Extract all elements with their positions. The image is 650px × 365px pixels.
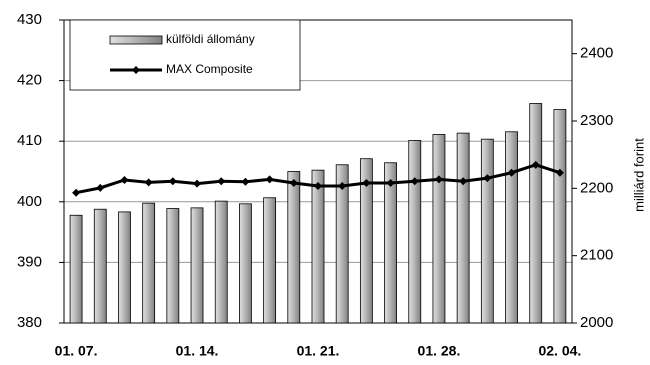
marker: [193, 179, 202, 188]
bar: [456, 132, 470, 324]
marker: [265, 175, 274, 184]
marker: [72, 188, 81, 197]
bar: [69, 214, 83, 324]
bar: [432, 134, 446, 324]
x-tick-label: 01. 07.: [55, 343, 98, 359]
y-tick-label: 390: [17, 253, 42, 270]
x-tick-label: 01. 28.: [418, 343, 461, 359]
bar: [287, 171, 301, 324]
bar: [335, 164, 349, 324]
marker: [120, 175, 129, 184]
y2-tick-label: 2000: [580, 314, 613, 331]
legend-marker: [132, 66, 140, 74]
legend-label: MAX Composite: [166, 62, 253, 76]
bar: [239, 203, 252, 324]
marker: [96, 183, 105, 192]
marker: [338, 182, 347, 191]
y2-tick-label: 2400: [580, 45, 613, 62]
bar: [93, 208, 107, 324]
marker: [483, 174, 492, 183]
legend-swatch: [109, 35, 163, 45]
bar: [480, 138, 494, 324]
marker: [362, 179, 371, 188]
bar: [384, 162, 397, 324]
marker: [410, 177, 419, 186]
bar: [408, 140, 422, 324]
marker: [531, 160, 540, 169]
marker: [434, 175, 443, 184]
marker: [314, 182, 322, 191]
bar: [553, 109, 567, 324]
marker: [217, 177, 226, 186]
bar: [359, 158, 373, 324]
marker: [241, 177, 250, 186]
legend: külföldi állomány MAX Composite: [69, 19, 301, 91]
y2-tick-label: 2300: [580, 112, 613, 129]
y-tick-label: 420: [17, 72, 42, 89]
x-tick-label: 01. 14.: [176, 343, 219, 359]
y2-tick-label: 2100: [580, 247, 613, 264]
bar: [311, 169, 325, 324]
y-tick-label: 430: [17, 11, 42, 28]
bar: [118, 211, 131, 324]
marker: [168, 177, 177, 186]
marker: [386, 179, 395, 188]
bar: [529, 103, 543, 324]
y2-tick-label: 2200: [580, 179, 613, 196]
legend-label: külföldi állomány: [166, 32, 255, 46]
y-tick-label: 410: [17, 132, 42, 149]
bar: [505, 131, 518, 324]
marker: [507, 168, 516, 177]
y-tick-label: 400: [17, 193, 42, 210]
bar: [263, 197, 277, 324]
bar: [190, 207, 204, 324]
bar: [166, 208, 180, 324]
legend-box: [69, 19, 301, 91]
x-tick-label: 01. 21.: [297, 343, 340, 359]
x-tick-label: 02. 04.: [538, 343, 581, 359]
marker: [144, 178, 153, 187]
y2-axis-label: milliárd forint: [631, 138, 646, 212]
marker: [555, 168, 564, 177]
bar: [142, 202, 156, 324]
marker: [289, 179, 298, 188]
bar: [214, 200, 228, 324]
y-tick-label: 380: [17, 314, 42, 331]
marker: [459, 177, 468, 186]
